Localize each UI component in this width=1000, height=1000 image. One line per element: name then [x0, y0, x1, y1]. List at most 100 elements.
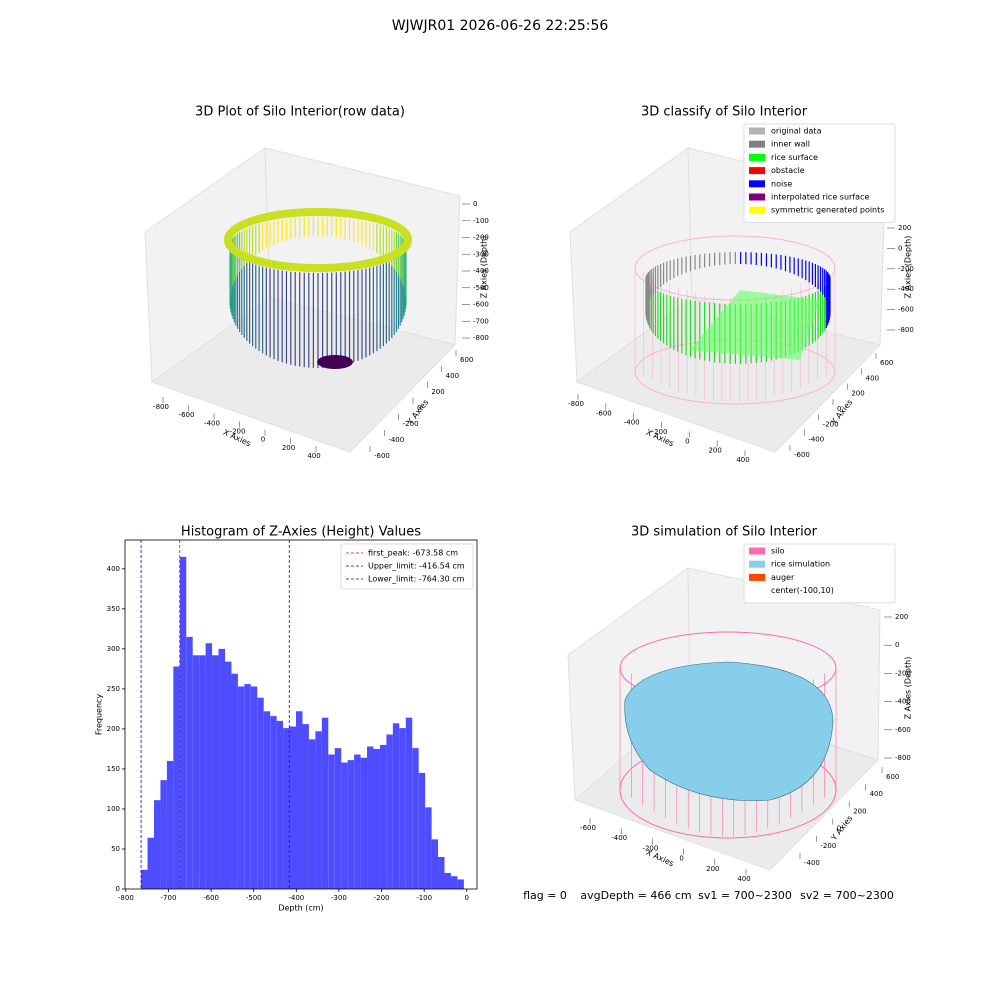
z-tick-label: -400	[898, 285, 914, 293]
x-tick-label: 400	[307, 452, 320, 460]
bar	[237, 686, 245, 889]
bar	[270, 716, 277, 889]
plots: 3D Plot of Silo Interior(row data) -800 -6…	[95, 105, 914, 913]
z-tick-label: -700	[473, 317, 489, 325]
legend-label: Upper_limit: -416.54 cm	[368, 562, 465, 571]
chart-title: 3D classify of Silo Interior	[641, 105, 808, 120]
y-tick-label: 400	[107, 565, 120, 573]
x-tick-label: -300	[331, 894, 347, 902]
legend-label: inner wall	[771, 140, 810, 149]
x-tick-label: -600	[580, 824, 596, 832]
y-tick-label: 300	[107, 645, 120, 653]
x-tick-label: -800	[568, 400, 584, 408]
z-tick-label: -400	[895, 698, 911, 706]
bar	[328, 754, 335, 889]
bar	[179, 556, 187, 889]
x-tick-label: -400	[204, 419, 220, 427]
bar	[373, 748, 380, 889]
bar	[405, 717, 413, 889]
z-tick-label: -200	[898, 265, 914, 273]
legend-swatch	[749, 547, 765, 555]
x-tick-label: -500	[246, 894, 262, 902]
decor-surface	[690, 290, 820, 360]
bar	[153, 800, 161, 889]
y-tick-label: 350	[107, 605, 120, 613]
x-tick-label: -600	[203, 894, 219, 902]
z-tick-label: 200	[898, 224, 911, 232]
x-tick-label: 200	[282, 444, 295, 452]
bar	[186, 636, 193, 889]
legend-label: interpolated rice surface	[771, 193, 869, 202]
bar	[431, 839, 439, 889]
y-tick-label: 600	[880, 359, 893, 367]
y-tick-label: 0	[837, 825, 841, 833]
bar	[425, 807, 432, 889]
legend-label: rice surface	[771, 153, 818, 162]
bar	[141, 869, 148, 889]
x-tick-label: -400	[624, 419, 640, 427]
x-tick-label: -100	[416, 894, 432, 902]
legend-swatch	[749, 560, 765, 568]
z-tick-label: -300	[473, 250, 489, 258]
legend-swatch	[749, 587, 765, 595]
figure-title: WJWJR01 2026-06-26 22:25:56	[392, 18, 609, 34]
z-tick-label: 0	[895, 641, 899, 649]
x-tick-label: -200	[642, 844, 658, 852]
x-tick-label: 400	[736, 456, 749, 464]
bar	[289, 726, 297, 889]
bar	[438, 856, 445, 889]
z-tick-label: -100	[473, 217, 489, 225]
z-tick-label: -600	[895, 726, 911, 734]
z-tick-label: -800	[473, 334, 489, 342]
x-tick-label: 400	[737, 875, 750, 883]
bar	[450, 876, 458, 889]
bar	[418, 772, 426, 889]
legend-swatch	[749, 193, 765, 201]
x-tick-label: -800	[118, 894, 134, 902]
x-tick-label: 0	[261, 436, 265, 444]
footer-text: sv1 = 700~2300	[698, 889, 792, 902]
bar	[263, 711, 271, 889]
legend-label: rice simulation	[771, 560, 830, 569]
x-tick-label: 0	[465, 894, 469, 902]
footer-text: flag = 0	[523, 889, 567, 902]
legend-label: first_peak: -673.58 cm	[368, 549, 458, 558]
z-tick-label: -200	[895, 669, 911, 677]
chart-title: 3D simulation of Silo Interior	[631, 525, 818, 540]
bar	[166, 760, 174, 889]
bar	[379, 744, 387, 889]
x-tick-label: -800	[153, 403, 169, 411]
y-tick-label: -600	[374, 452, 390, 460]
bar	[457, 879, 464, 889]
y-axis-label: Frequency	[95, 694, 104, 736]
z-axis-label: Z Axies (Depth)	[904, 657, 913, 720]
y-tick-label: 250	[107, 685, 120, 693]
y-tick-label: 200	[853, 807, 866, 815]
y-tick-label: 400	[446, 372, 459, 380]
footer-text: sv2 = 700~2300	[800, 889, 894, 902]
bar	[302, 724, 309, 889]
bar	[296, 711, 303, 889]
bar	[360, 757, 368, 889]
footer-text: avgDepth = 466 cm	[580, 889, 691, 902]
x-tick-label: -700	[161, 894, 177, 902]
decor-rim	[224, 208, 412, 272]
legend-label: symmetric generated points	[771, 206, 884, 215]
x-tick-label: 200	[706, 865, 719, 873]
y-tick-label: 600	[886, 773, 899, 781]
point-cloud-decor	[224, 208, 837, 839]
z-tick-label: -600	[898, 306, 914, 314]
y-tick-label: 400	[870, 790, 883, 798]
legend-label: Lower_limit: -764.30 cm	[368, 575, 465, 584]
z-axis-label: Z Axies (Depth)	[904, 236, 913, 299]
bar	[444, 872, 451, 889]
decor-surface	[624, 661, 834, 801]
y-tick-label: -200	[823, 420, 839, 428]
z-axis-label: Z Axies (Depth)	[480, 236, 489, 299]
x-tick-label: -600	[179, 411, 195, 419]
bar	[218, 648, 225, 889]
bar	[224, 661, 232, 889]
y-tick-label: -600	[794, 451, 810, 459]
legend-swatch	[749, 573, 765, 581]
